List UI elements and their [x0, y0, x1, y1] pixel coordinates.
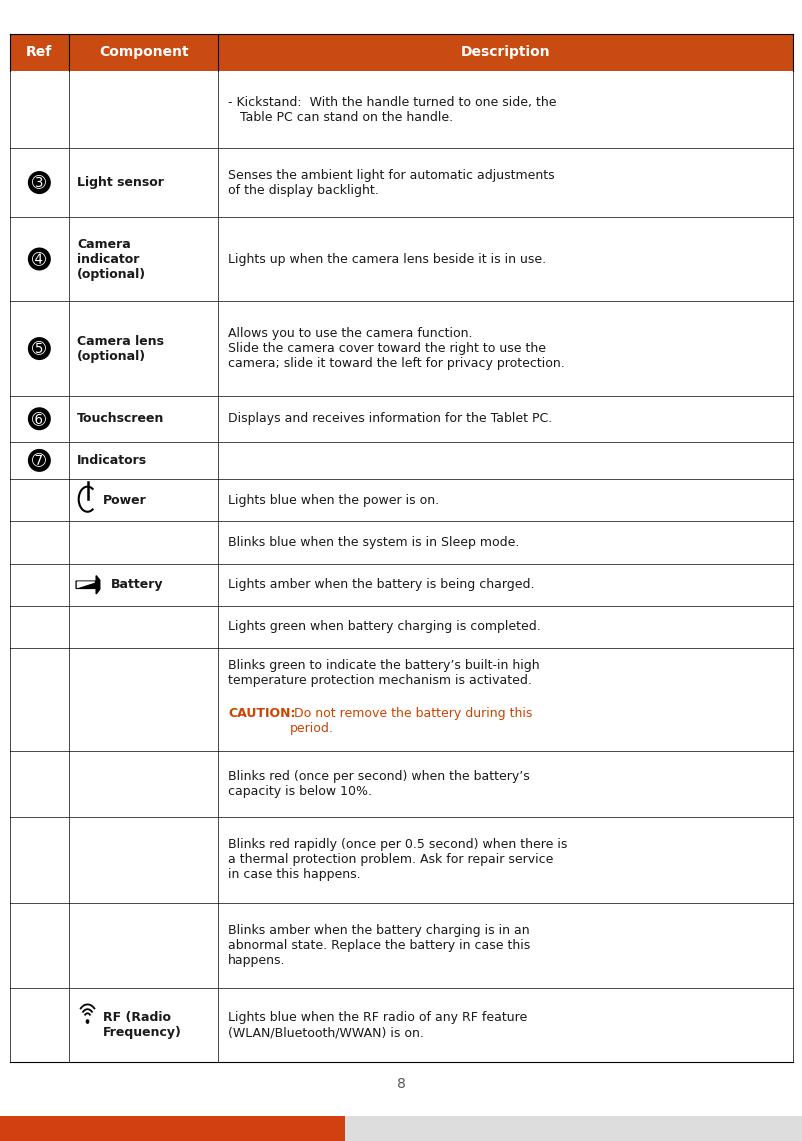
Text: Ref: Ref — [26, 46, 52, 59]
Bar — [10, 817, 792, 903]
Text: Blinks green to indicate the battery’s built-in high
temperature protection mech: Blinks green to indicate the battery’s b… — [228, 659, 539, 688]
Bar — [10, 71, 792, 148]
Text: Lights amber when the battery is being charged.: Lights amber when the battery is being c… — [228, 578, 534, 591]
Polygon shape — [77, 582, 95, 588]
Text: ➆: ➆ — [32, 452, 47, 469]
Bar — [10, 606, 792, 648]
Bar — [10, 148, 792, 217]
Bar — [10, 217, 792, 301]
Text: Lights blue when the power is on.: Lights blue when the power is on. — [228, 494, 439, 507]
Text: Light sensor: Light sensor — [77, 176, 164, 189]
Bar — [0, 1116, 345, 1141]
Bar — [10, 903, 792, 988]
Text: - Kickstand:  With the handle turned to one side, the
   Table PC can stand on t: - Kickstand: With the handle turned to o… — [228, 96, 556, 123]
Bar — [10, 479, 792, 521]
Text: CAUTION:: CAUTION: — [228, 707, 295, 720]
Text: RF (Radio
Frequency): RF (Radio Frequency) — [103, 1011, 181, 1039]
Text: Description: Description — [460, 46, 550, 59]
Text: Camera lens
(optional): Camera lens (optional) — [77, 334, 164, 363]
Text: Touchscreen: Touchscreen — [77, 412, 164, 426]
Bar — [10, 301, 792, 396]
Bar — [10, 648, 792, 751]
Text: Power: Power — [103, 494, 146, 507]
Polygon shape — [76, 576, 99, 594]
Text: Allows you to use the camera function.
Slide the camera cover toward the right t: Allows you to use the camera function. S… — [228, 327, 564, 370]
Bar — [10, 988, 792, 1062]
Text: Lights green when battery charging is completed.: Lights green when battery charging is co… — [228, 621, 540, 633]
Bar — [10, 751, 792, 817]
Text: Blinks red (once per second) when the battery’s
capacity is below 10%.: Blinks red (once per second) when the ba… — [228, 770, 529, 798]
Bar — [10, 521, 792, 564]
Bar — [345, 1116, 802, 1141]
Text: ➄: ➄ — [32, 340, 47, 357]
Text: Indicators: Indicators — [77, 454, 147, 467]
Text: Battery: Battery — [111, 578, 163, 591]
Bar — [10, 564, 792, 606]
Circle shape — [87, 1020, 88, 1023]
Text: Lights blue when the RF radio of any RF feature
(WLAN/Bluetooth/WWAN) is on.: Lights blue when the RF radio of any RF … — [228, 1011, 527, 1039]
Text: Lights up when the camera lens beside it is in use.: Lights up when the camera lens beside it… — [228, 252, 545, 266]
Text: ➂: ➂ — [32, 173, 47, 192]
Text: 8: 8 — [396, 1077, 406, 1091]
Text: Blinks blue when the system is in Sleep mode.: Blinks blue when the system is in Sleep … — [228, 536, 519, 549]
Bar — [10, 34, 792, 71]
Text: Camera
indicator
(optional): Camera indicator (optional) — [77, 237, 146, 281]
Bar — [10, 396, 792, 442]
Text: Senses the ambient light for automatic adjustments
of the display backlight.: Senses the ambient light for automatic a… — [228, 169, 554, 196]
Text: Blinks amber when the battery charging is in an
abnormal state. Replace the batt: Blinks amber when the battery charging i… — [228, 924, 529, 966]
Bar — [10, 442, 792, 479]
Text: Blinks red rapidly (once per 0.5 second) when there is
a thermal protection prob: Blinks red rapidly (once per 0.5 second)… — [228, 839, 567, 881]
Text: Do not remove the battery during this
period.: Do not remove the battery during this pe… — [290, 707, 532, 736]
Text: Component: Component — [99, 46, 188, 59]
Text: ➃: ➃ — [32, 250, 47, 268]
Text: Displays and receives information for the Tablet PC.: Displays and receives information for th… — [228, 412, 552, 426]
Text: ➅: ➅ — [32, 410, 47, 428]
